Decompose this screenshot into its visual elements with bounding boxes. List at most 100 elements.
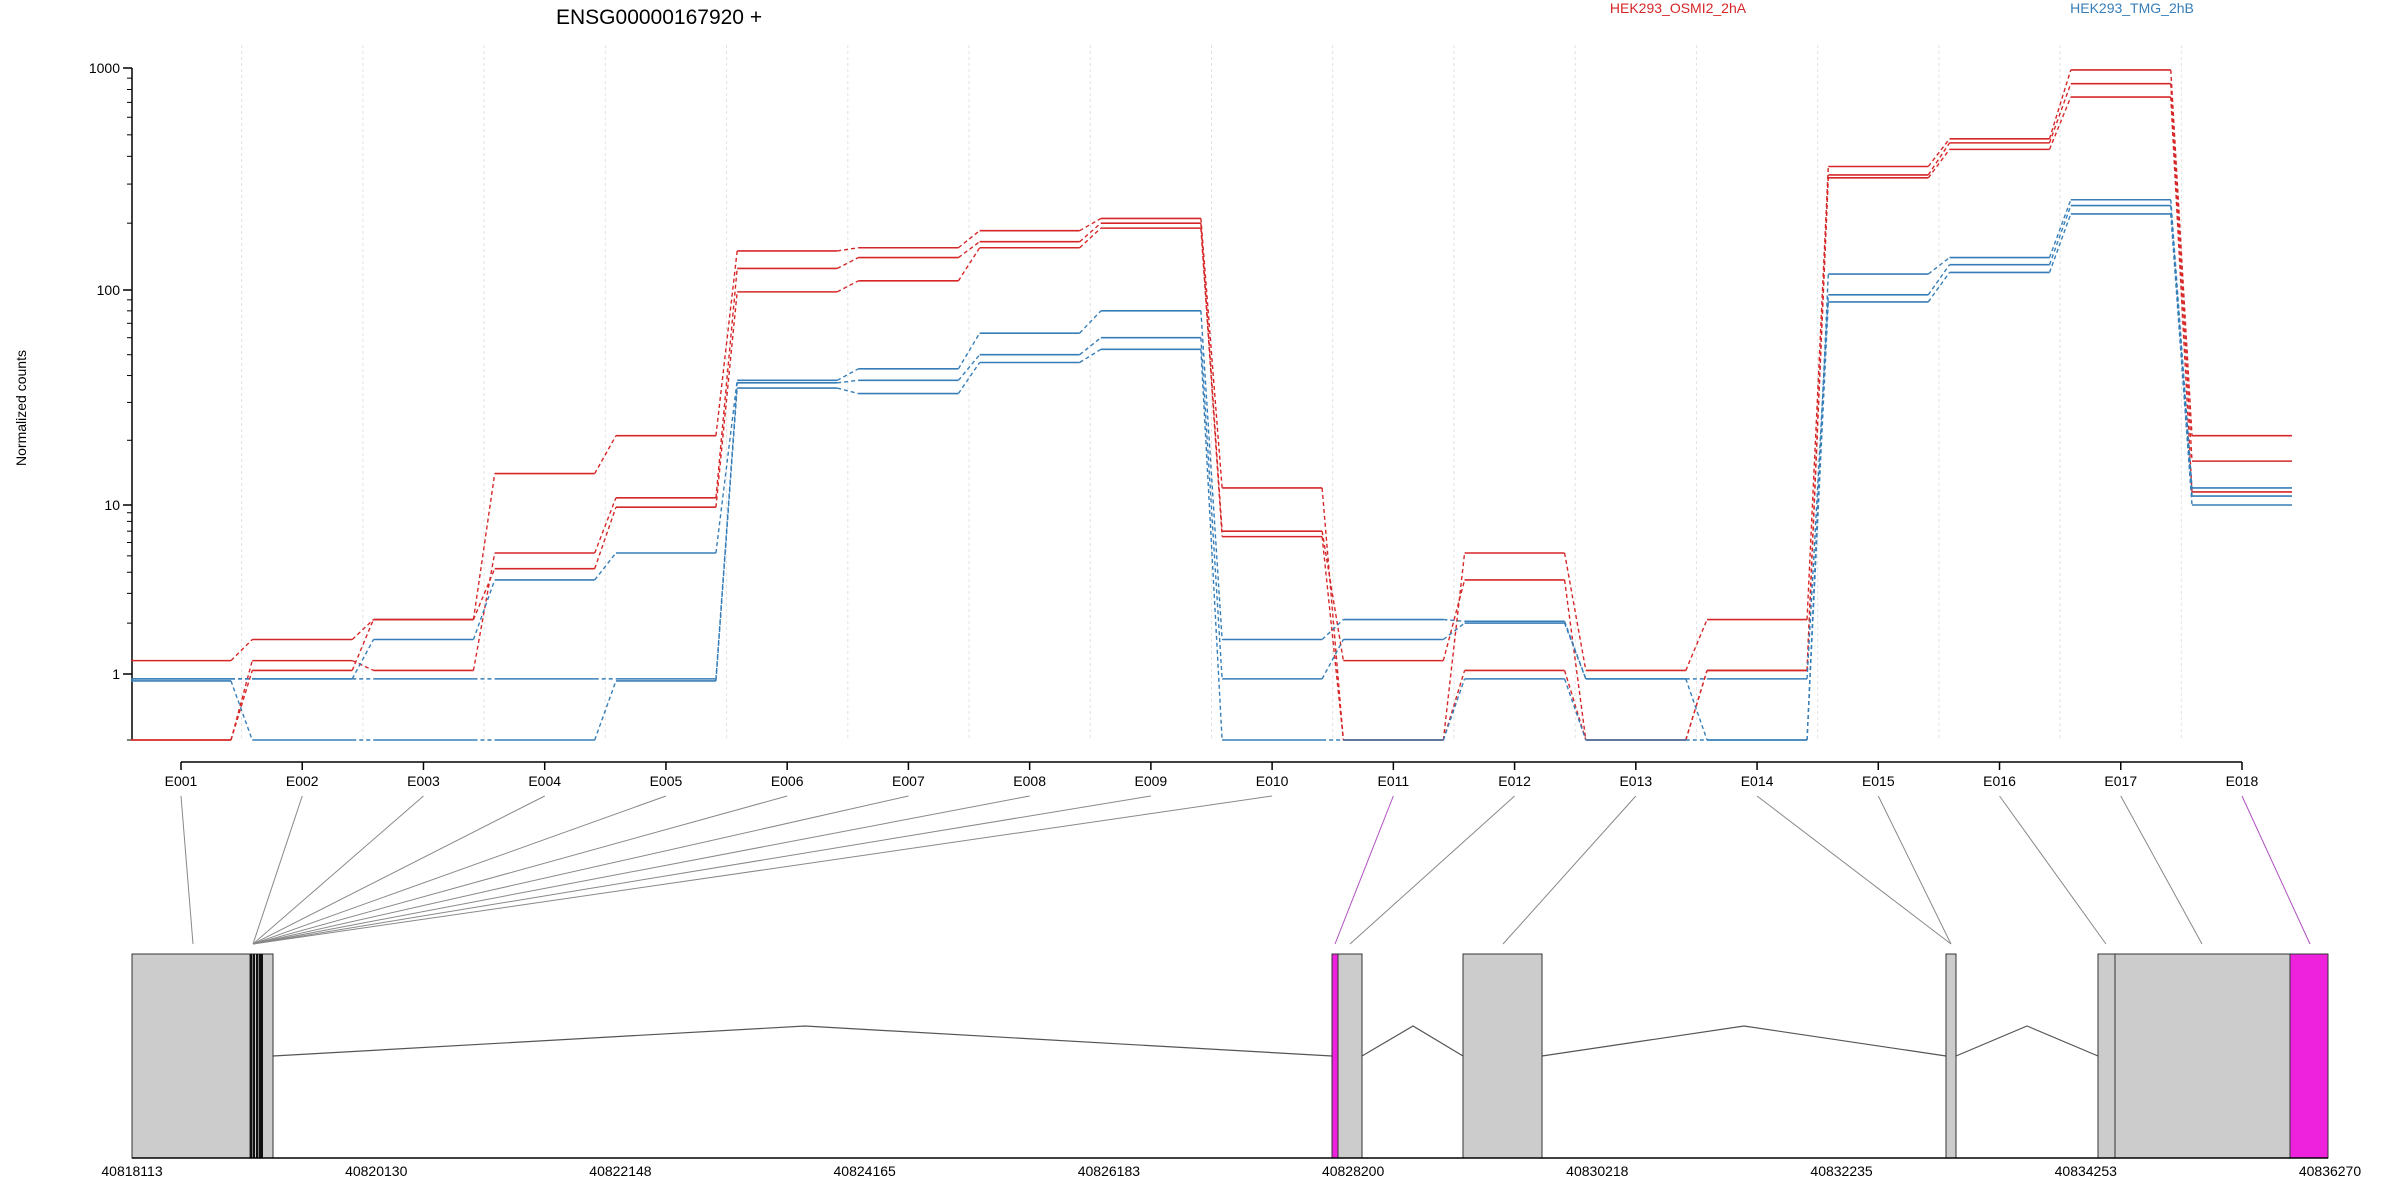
genomic-tick-label: 40830218 [1566,1163,1629,1179]
series-connector [351,619,374,641]
series-connector [1443,618,1465,623]
genomic-tick-label: 40826183 [1078,1163,1141,1179]
exon-connector [2120,795,2203,945]
series-connector [230,670,253,741]
x-tick-label-e004: E004 [528,773,561,789]
exon-connector [180,795,194,945]
exon-connector [252,795,1273,945]
series-connector [837,387,859,395]
series-connector [1927,272,1951,303]
exon-block [2114,953,2291,1159]
series-connector [1442,552,1466,741]
series-connector [1563,579,1587,741]
series-connector [1806,177,1829,671]
series-connector [1563,622,1587,680]
series-connector [715,250,738,436]
x-tick-label-e003: E003 [407,773,440,789]
series-connector [2170,96,2193,492]
y-tick-label: 10 [104,497,120,513]
exon-highlighted [2289,953,2329,1159]
series-connector [472,568,496,620]
genomic-tick-label: 40828200 [1322,1163,1385,1179]
series-tmg-5 [131,213,2292,741]
intron-line [1955,1025,2099,1057]
series-connector [1200,337,1223,679]
y-tick-label: 1000 [89,60,120,76]
series-connector [836,280,859,293]
series-connector [836,256,859,270]
series-connector [1685,670,1708,741]
series-connector [594,435,617,474]
series-connector [1200,228,1223,537]
exon-connector [252,795,303,945]
series-tmg-4 [131,204,2292,680]
series-connector [1079,337,1102,356]
x-tick-label-e014: E014 [1741,773,1774,789]
series-connector [837,379,859,384]
x-tick-label-e013: E013 [1619,773,1652,789]
series-connector [1563,552,1587,671]
exon-connectors [180,795,2311,945]
series-connector [230,639,253,662]
exon-connector [1502,795,1637,945]
x-tick-label-e015: E015 [1862,773,1895,789]
genomic-tick-label: 40836270 [2299,1163,2362,1179]
series-connector [2170,69,2193,436]
series-connector [1442,678,1466,741]
gridlines [241,45,2182,740]
y-tick-label: 1 [112,666,120,682]
series-connector [1321,487,1345,741]
series-connector [715,268,738,498]
series-connector [957,230,981,249]
series-connector [957,241,981,259]
exon-connector [1877,795,1952,945]
exon-connector [1756,795,1952,945]
series-connector [1321,619,1344,641]
series-connector [2170,83,2193,462]
exon-block [1337,953,1363,1159]
x-tick-label-e006: E006 [771,773,804,789]
series-connector [1806,294,1829,679]
x-tick-label-e009: E009 [1135,773,1168,789]
legend-label-tmg: HEK293_TMG_2hB [2070,0,2194,16]
series-connector [351,619,375,671]
series-connector [2048,199,2072,258]
series-connector [1079,227,1102,249]
exon-connector [252,795,1151,945]
series-osmi2-2 [131,96,2292,741]
x-tick-label-e017: E017 [2104,773,2137,789]
exon-block [131,953,251,1159]
x-axis: E001 E002 E003 E004 E005 E006 E007 E008 E009 E010… [165,761,2259,789]
series-connector [230,680,253,741]
series-connector [1563,670,1587,741]
exon-connector [252,795,545,945]
exon-highlighted [1331,953,1339,1159]
intron-line [272,1025,1333,1057]
exon-connector [2241,795,2311,945]
series-connector [594,552,617,581]
series-connector [2048,205,2072,265]
intron-line [1541,1025,1947,1057]
x-tick-label-e002: E002 [286,773,319,789]
x-tick-label-e011: E011 [1378,773,1410,789]
genomic-tick-label: 40824165 [834,1163,897,1179]
exon-connector [252,795,788,945]
series-connector [594,497,617,554]
series-connector [957,362,981,394]
exon-block [1462,953,1543,1159]
series-connector [472,473,496,620]
exon-connector [1334,795,1394,945]
exon-connector [1349,795,1515,945]
exon-connector [252,795,424,945]
genomic-tick-label: 40818113 [101,1163,162,1179]
x-tick-label-e005: E005 [650,773,683,789]
series-connector [2048,83,2072,144]
series-connector [2048,69,2072,139]
series-connector [1685,619,1708,671]
exon-block [2097,953,2116,1159]
series-connector [1200,349,1223,741]
series-connector [1321,536,1345,741]
series-connector [1321,531,1345,661]
exon-block [261,953,274,1159]
